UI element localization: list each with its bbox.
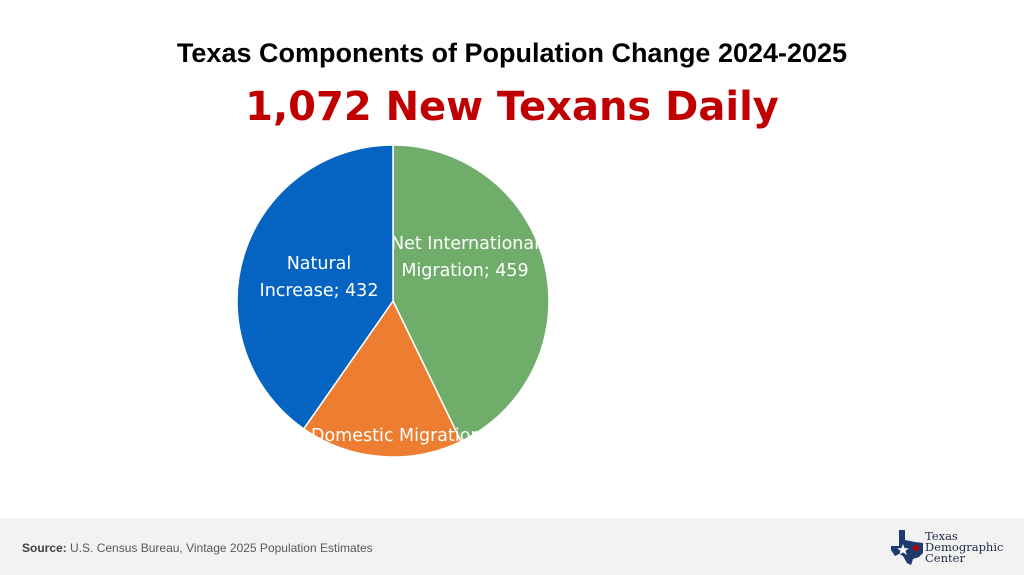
data-label-net-international-migration: Net International Migration; 459 xyxy=(389,231,541,285)
source-text: U.S. Census Bureau, Vintage 2025 Populat… xyxy=(70,541,373,555)
data-label-natural-line1: Natural xyxy=(286,254,352,274)
source-note: Source: U.S. Census Bureau, Vintage 2025… xyxy=(22,541,373,555)
pie-slice-natural-increase xyxy=(236,144,394,430)
chart-title: Texas Components of Population Change 20… xyxy=(176,38,848,68)
footer-bar: Source: U.S. Census Bureau, Vintage 2025… xyxy=(0,518,1024,575)
data-label-natural-line2: Increase; 432 xyxy=(259,281,379,301)
data-label-domestic-migration: Domestic Migration; 181 xyxy=(311,423,477,450)
data-label-natural-increase: Natural Increase; 432 xyxy=(242,251,396,305)
texas-demographic-center-logo: Texas Demographic Center xyxy=(889,528,1009,568)
pie-chart xyxy=(236,144,550,458)
source-label: Source: xyxy=(22,541,67,555)
texas-map-star-icon xyxy=(891,530,923,565)
data-label-net-international-line1: Net International xyxy=(391,234,539,254)
pie-slice-domestic-migration xyxy=(302,299,463,458)
logo-line1: Texas xyxy=(925,529,958,543)
pie-slice-net-international-migration xyxy=(392,144,550,443)
chart-subtitle: 1,072 New Texans Daily xyxy=(245,84,779,130)
data-label-net-international-line2: Migration; 459 xyxy=(401,261,529,281)
logo-text: Texas Demographic Center xyxy=(925,529,1004,565)
logo-line3: Center xyxy=(925,551,965,565)
data-label-domestic-line1: Domestic Migration; 181 xyxy=(311,426,477,446)
logo-line2: Demographic xyxy=(925,540,1004,554)
